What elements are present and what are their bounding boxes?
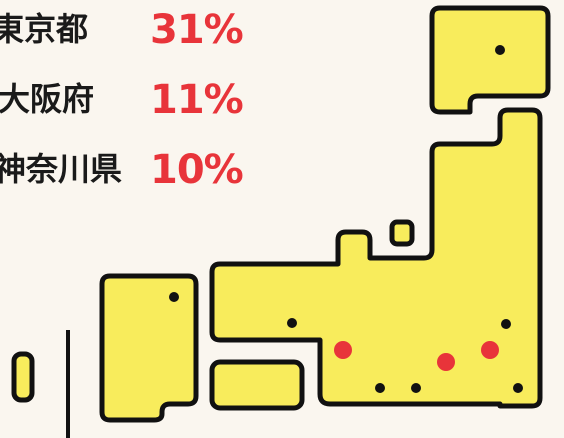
prefecture-label: 東京都 (0, 10, 88, 48)
dot (375, 383, 385, 393)
highlight-dots (334, 341, 499, 371)
dot (513, 383, 523, 393)
sado-island (389, 219, 415, 247)
dot (334, 341, 352, 359)
prefecture-label: 大阪府 (0, 80, 94, 118)
dot (287, 318, 297, 328)
dot (411, 383, 421, 393)
prefecture-label: 神奈川県 (0, 150, 122, 188)
dot (495, 45, 505, 55)
dot (481, 341, 499, 359)
dot (501, 319, 511, 329)
kyushu (99, 273, 199, 423)
hokkaido (429, 5, 551, 115)
okinawa (11, 351, 35, 403)
city-dots (169, 45, 523, 393)
share-value: 10% (150, 147, 243, 193)
honshu (209, 107, 543, 409)
share-value: 31% (150, 7, 243, 53)
shikoku (209, 359, 305, 411)
share-value: 11% (150, 77, 243, 123)
dot (169, 292, 179, 302)
japan-map (11, 5, 551, 438)
dot (437, 353, 455, 371)
